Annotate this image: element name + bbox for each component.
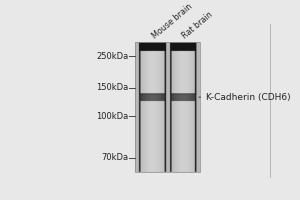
Bar	[38, 24, 135, 178]
Text: Rat brain: Rat brain	[181, 10, 214, 41]
Text: K-Cadherin (CDH6): K-Cadherin (CDH6)	[199, 93, 291, 102]
Text: 70kDa: 70kDa	[101, 153, 128, 162]
Bar	[135, 172, 200, 178]
Text: 100kDa: 100kDa	[96, 112, 128, 121]
Bar	[135, 24, 200, 42]
Text: 150kDa: 150kDa	[96, 83, 128, 92]
Text: 250kDa: 250kDa	[96, 52, 128, 61]
Text: Mouse brain: Mouse brain	[150, 2, 194, 41]
Bar	[135, 42, 200, 172]
Bar	[200, 24, 270, 178]
